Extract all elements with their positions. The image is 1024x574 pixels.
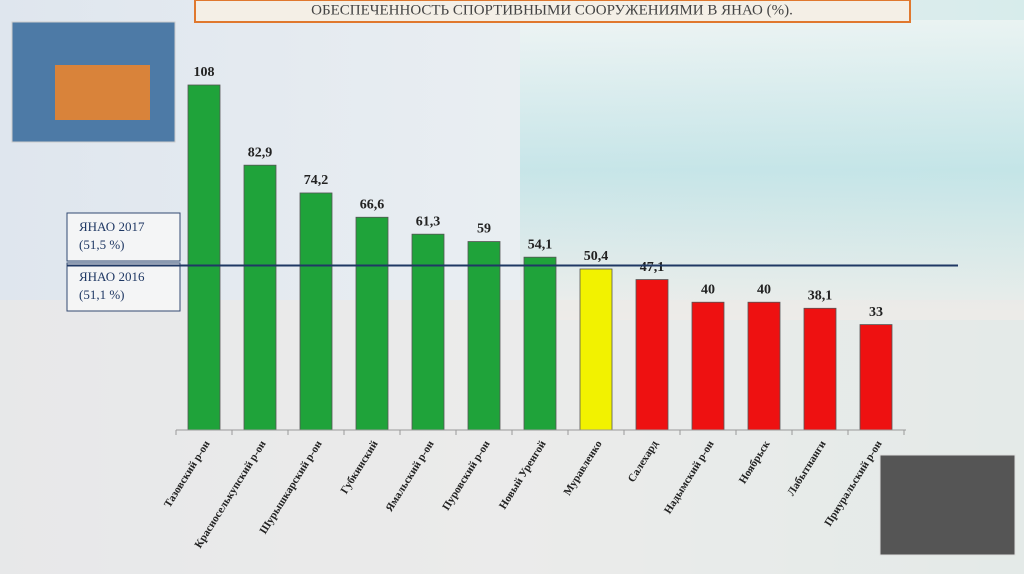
value-label: 108 (194, 65, 215, 80)
annotation-value: (51,1 %) (79, 287, 125, 302)
annotation-value: (51,5 %) (79, 237, 125, 252)
photo-gym-court (55, 65, 150, 120)
background-photo (0, 300, 1024, 574)
bar (859, 324, 893, 431)
annotation-box (66, 212, 181, 262)
value-label: 54,1 (528, 237, 553, 252)
bar (635, 279, 669, 431)
title-box (194, 0, 911, 23)
value-label: 33 (869, 305, 883, 320)
value-label: 66,6 (360, 197, 385, 212)
bar (355, 216, 389, 431)
value-label: 38,1 (808, 289, 833, 304)
value-label: 59 (477, 222, 491, 237)
photo-hall (879, 454, 1016, 556)
value-label: 40 (757, 282, 771, 297)
annotation-box (66, 262, 181, 312)
bar (523, 256, 557, 431)
bar (411, 233, 445, 431)
bar (747, 301, 781, 431)
bar (467, 241, 501, 431)
value-label: 82,9 (248, 145, 273, 160)
chart-title: ОБЕСПЕЧЕННОСТЬ СПОРТИВНЫМИ СООРУЖЕНИЯМИ … (311, 2, 793, 18)
bar (579, 268, 613, 431)
value-label: 50,4 (584, 249, 609, 264)
bar (243, 164, 277, 431)
bar (803, 307, 837, 431)
bar (187, 84, 221, 431)
bar (691, 301, 725, 431)
annotation-label: ЯНАО 2017 (79, 219, 145, 234)
annotation-label: ЯНАО 2016 (79, 269, 145, 284)
bar (299, 192, 333, 431)
value-label: 47,1 (640, 260, 665, 275)
value-label: 74,2 (304, 173, 329, 188)
value-label: 40 (701, 282, 715, 297)
value-label: 61,3 (416, 214, 441, 229)
